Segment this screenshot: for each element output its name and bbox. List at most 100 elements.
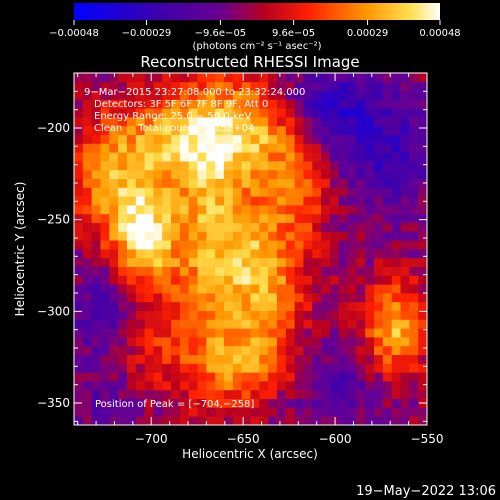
heatmap-cell	[321, 117, 331, 127]
y-axis-label: Heliocentric Y (arcsec)	[13, 182, 27, 317]
heatmap-cell	[135, 178, 145, 188]
heatmap-cell	[91, 73, 101, 83]
heatmap-cell	[100, 363, 110, 373]
heatmap-cell	[126, 213, 137, 223]
heatmap-cell	[206, 125, 216, 135]
heatmap-cell	[259, 337, 269, 347]
heatmap-cell	[312, 143, 322, 153]
heatmap-cell	[285, 257, 296, 267]
y-tick-label: −250	[37, 213, 70, 227]
heatmap-cell	[206, 143, 216, 153]
heatmap-cell	[356, 416, 366, 425]
heatmap-cell	[126, 345, 137, 355]
heatmap-cell	[241, 416, 251, 425]
heatmap-cell	[215, 363, 225, 373]
heatmap-cell	[250, 407, 260, 417]
heatmap-cell	[118, 301, 128, 311]
heatmap-cell	[179, 117, 190, 127]
heatmap-cell	[171, 381, 181, 391]
heatmap-cell	[126, 416, 137, 425]
heatmap-cell	[153, 284, 163, 294]
heatmap-cell	[276, 389, 287, 399]
heatmap-cell	[374, 337, 384, 347]
heatmap-cell	[365, 275, 375, 285]
heatmap-cell	[162, 73, 172, 83]
heatmap-cell	[294, 222, 304, 232]
heatmap-cell	[232, 152, 243, 162]
heatmap-cell	[418, 363, 427, 373]
heatmap-cell	[418, 275, 427, 285]
heatmap-cell	[162, 169, 172, 179]
heatmap-cell	[329, 81, 340, 91]
heatmap-cell	[74, 169, 84, 179]
heatmap-cell	[418, 240, 427, 250]
heatmap-cell	[135, 416, 145, 425]
heatmap-cell	[179, 143, 190, 153]
heatmap-cell	[259, 249, 269, 259]
heatmap-cell	[215, 354, 225, 364]
heatmap-cell	[250, 416, 260, 425]
heatmap-cell	[374, 381, 384, 391]
heatmap-cell	[391, 90, 401, 100]
heatmap-cell	[338, 372, 348, 382]
heatmap-cell	[118, 152, 128, 162]
heatmap-cell	[179, 222, 190, 232]
heatmap-cell	[215, 205, 225, 215]
heatmap-cell	[374, 169, 384, 179]
heatmap-cell	[285, 108, 296, 118]
heatmap-cell	[276, 169, 287, 179]
heatmap-cell	[347, 196, 357, 206]
heatmap-cell	[135, 108, 145, 118]
heatmap-cell	[109, 152, 119, 162]
heatmap-cell	[409, 117, 419, 127]
heatmap-cell	[338, 213, 348, 223]
heatmap-cell	[294, 284, 304, 294]
heatmap-cell	[276, 196, 287, 206]
heatmap-cell	[215, 389, 225, 399]
heatmap-cell	[126, 99, 137, 109]
heatmap-cell	[321, 213, 331, 223]
heatmap-cell	[276, 187, 287, 197]
heatmap-cell	[100, 293, 110, 303]
heatmap-cell	[162, 328, 172, 338]
heatmap-cell	[285, 337, 296, 347]
heatmap-cell	[188, 398, 198, 408]
heatmap-cell	[126, 381, 137, 391]
heatmap-cell	[144, 398, 154, 408]
heatmap-cell	[409, 319, 419, 329]
heatmap-cell	[338, 169, 348, 179]
heatmap-cell	[206, 398, 216, 408]
heatmap-cell	[312, 169, 322, 179]
heatmap-cell	[294, 293, 304, 303]
heatmap-cell	[374, 196, 384, 206]
heatmap-cell	[374, 213, 384, 223]
heatmap-cell	[179, 372, 190, 382]
heatmap-cell	[374, 222, 384, 232]
heatmap-cell	[144, 389, 154, 399]
heatmap-cell	[303, 416, 313, 425]
heatmap-cell	[162, 389, 172, 399]
heatmap-cell	[338, 328, 348, 338]
heatmap-cell	[206, 337, 216, 347]
heatmap-cell	[179, 301, 190, 311]
heatmap-cell	[400, 416, 410, 425]
heatmap-cell	[259, 293, 269, 303]
heatmap-cell	[347, 81, 357, 91]
heatmap-cell	[321, 161, 331, 171]
heatmap-cell	[374, 231, 384, 241]
heatmap-cell	[91, 249, 101, 259]
heatmap-cell	[268, 354, 278, 364]
heatmap-cell	[206, 381, 216, 391]
heatmap-cell	[215, 381, 225, 391]
heatmap-cell	[276, 398, 287, 408]
heatmap-cell	[100, 257, 110, 267]
heatmap-cell	[100, 125, 110, 135]
heatmap-cell	[118, 284, 128, 294]
heatmap-cell	[285, 213, 296, 223]
heatmap-cell	[232, 319, 243, 329]
heatmap-cell	[215, 301, 225, 311]
heatmap-cell	[312, 407, 322, 417]
heatmap-cell	[365, 117, 375, 127]
heatmap-cell	[179, 187, 190, 197]
heatmap-cell	[224, 213, 234, 223]
